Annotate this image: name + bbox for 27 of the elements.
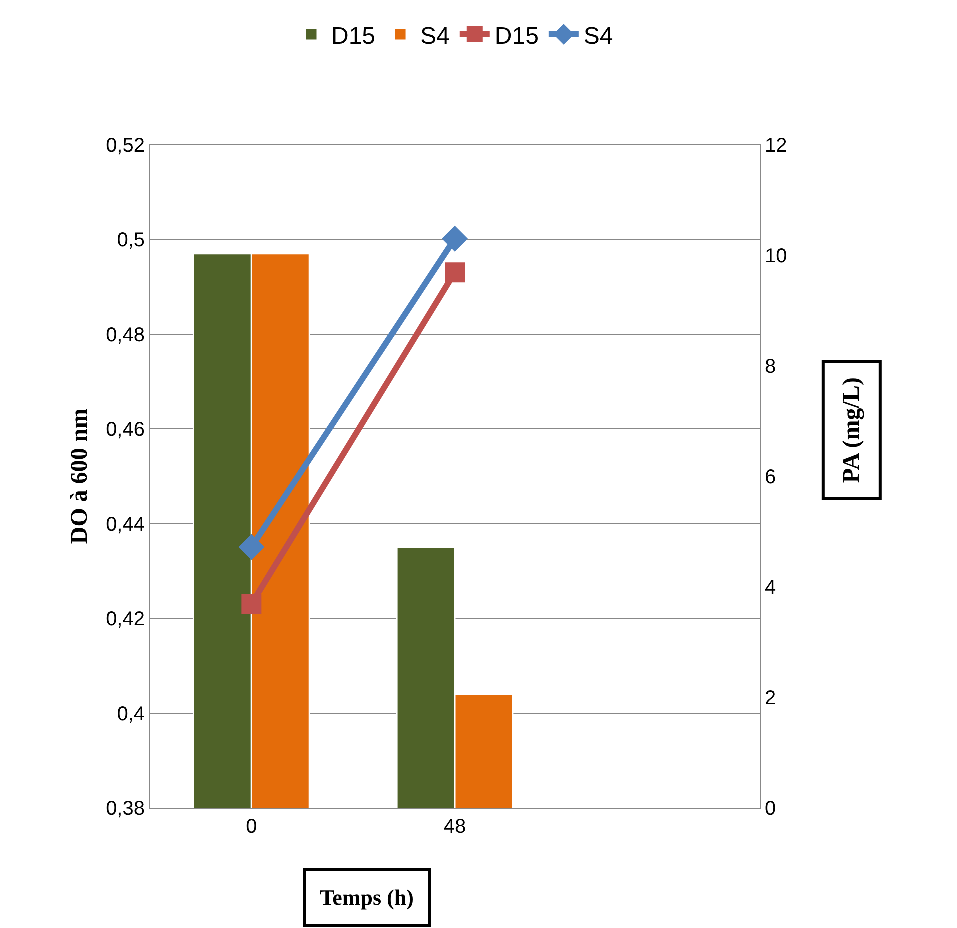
y-tick-label: 0,52 [106, 135, 145, 157]
y-tick-label: 0,46 [106, 419, 145, 442]
x-tick-label: 48 [444, 816, 466, 838]
y2-tick-label: 10 [765, 246, 788, 268]
x-axis-title: Temps (h) [320, 885, 414, 910]
point [242, 594, 262, 614]
point [442, 226, 468, 252]
y2-tick-label: 0 [765, 798, 776, 820]
y-tick-label: 0,5 [117, 230, 145, 252]
y-tick-label: 0,4 [117, 703, 145, 726]
y2-tick-label: 2 [765, 688, 776, 710]
y2-tick-label: 8 [765, 356, 776, 378]
legend-label: S4 [584, 22, 614, 50]
y-tick-label: 0,44 [106, 514, 145, 536]
legend-label: D15 [494, 22, 539, 50]
y2-tick-label: 4 [765, 577, 776, 599]
y-tick-label: 0,48 [106, 324, 145, 346]
y2-tick-label: 6 [765, 466, 776, 488]
y-tick-label: 0,38 [106, 798, 145, 820]
y2-tick-label: 12 [765, 135, 788, 157]
y-tick-label: 0,42 [106, 608, 145, 631]
legend-label: D15 [332, 22, 376, 50]
point [445, 262, 465, 283]
legend-label: S4 [420, 22, 450, 50]
point [238, 534, 265, 560]
y-axis-title: DO à 600 nm [67, 408, 94, 544]
y2-axis-title: PA (mg/L) [838, 378, 865, 484]
